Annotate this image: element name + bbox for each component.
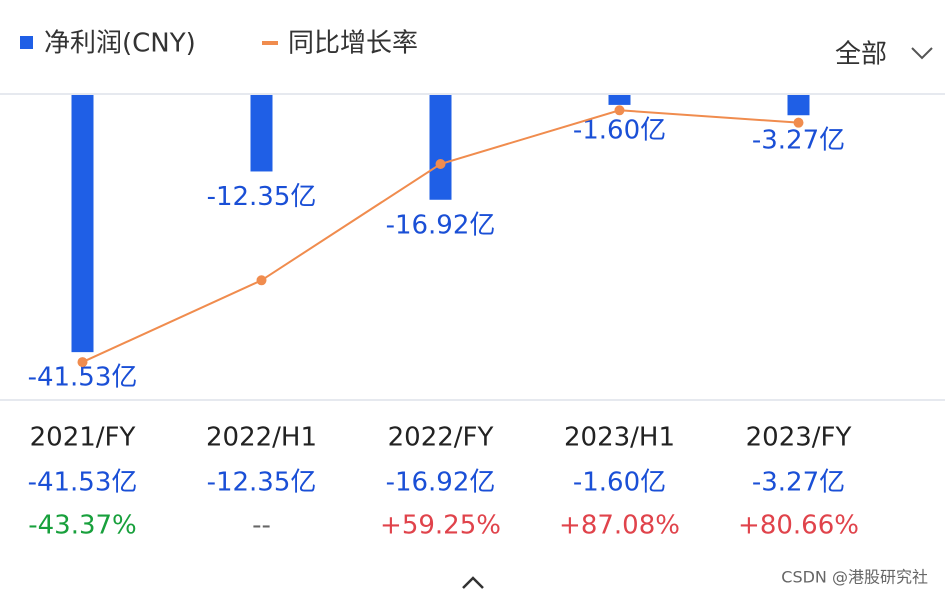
table-profit: -1.60亿 [573,468,666,498]
table-profit: -3.27亿 [752,468,845,498]
watermark: CSDN @港股研究社 [781,568,928,587]
table-category: 2022/H1 [206,423,317,453]
line-point [614,105,625,116]
bar-value-label: -3.27亿 [752,126,845,156]
table-category: 2023/FY [746,423,852,453]
legend-label: 同比增长率 [288,29,418,59]
table-profit: -16.92亿 [386,468,496,498]
line-point [256,275,267,286]
table-profit: -41.53亿 [28,468,138,498]
bar-value-label: -12.35亿 [207,182,317,212]
table-growth: +87.08% [559,511,680,541]
filter-dropdown[interactable]: 全部 [835,40,887,70]
line-point [793,117,804,128]
legend-swatch-line [262,41,278,45]
bar [787,95,810,116]
dropdown-chevron[interactable] [911,47,933,60]
bar-value-label: -41.53亿 [28,363,138,393]
legend-swatch-bar [20,36,33,49]
table-growth: +59.25% [380,511,501,541]
table-growth: -43.37% [28,511,137,541]
legend-label: 净利润(CNY) [44,29,196,59]
table-growth: -- [252,511,271,541]
table-category: 2023/H1 [564,423,675,453]
bar [250,95,273,172]
line-point [435,159,446,170]
table-profit: -12.35亿 [207,468,317,498]
table-category: 2022/FY [388,423,494,453]
bar [429,95,452,200]
line-point [77,357,88,368]
table-growth: +80.66% [738,511,859,541]
collapse-button[interactable] [462,576,484,589]
bar [71,95,94,353]
bar [608,95,631,105]
bar-value-label: -16.92亿 [386,210,496,240]
table-category: 2021/FY [30,423,136,453]
